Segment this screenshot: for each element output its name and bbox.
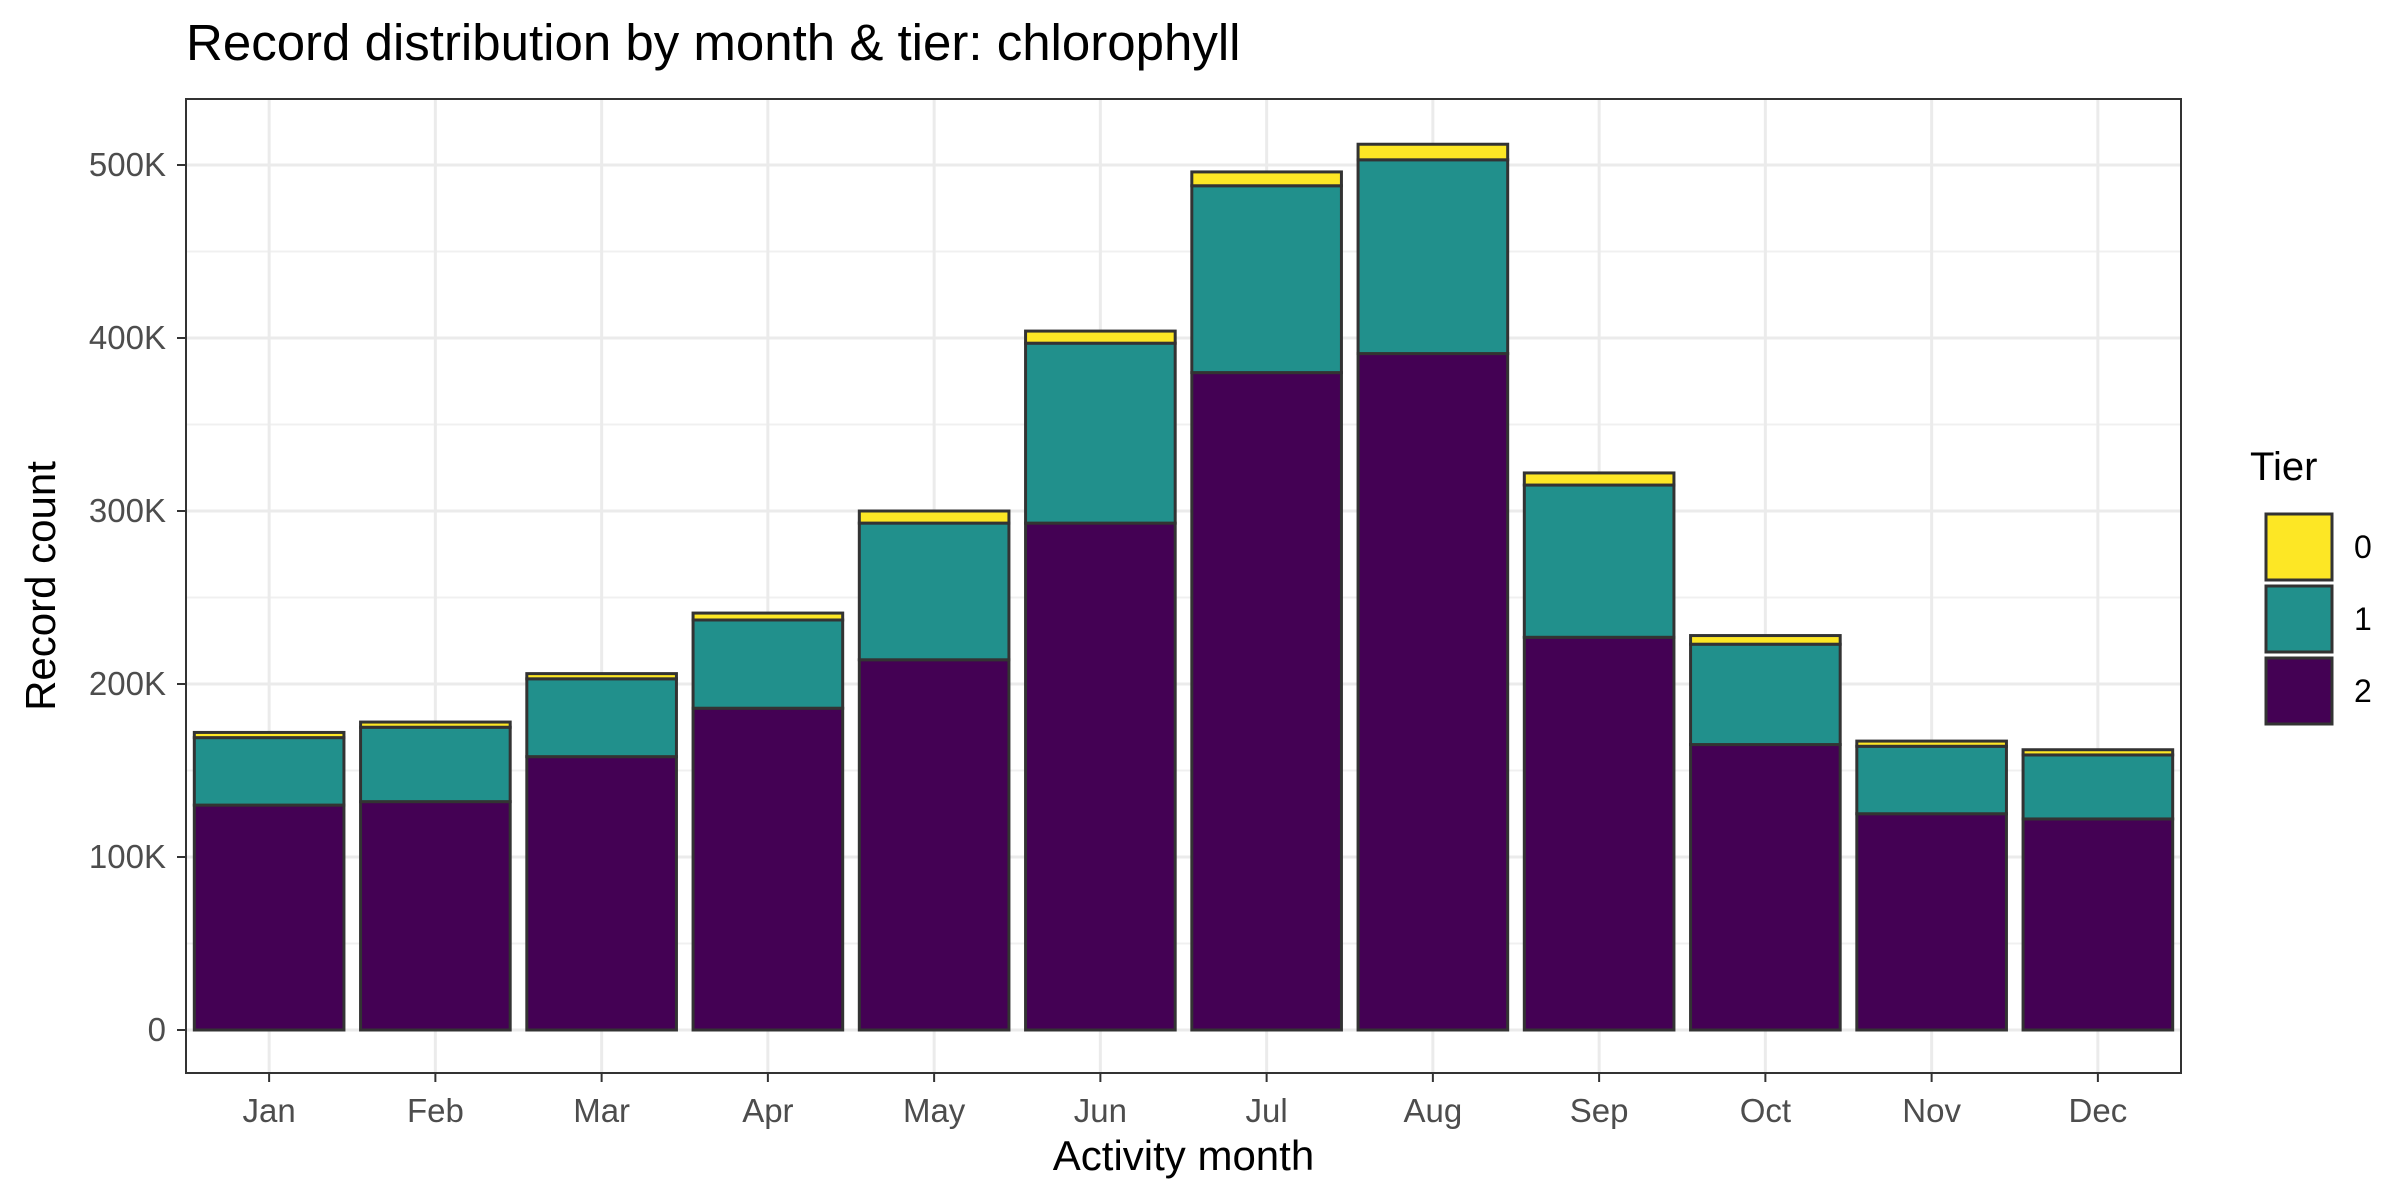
bar-apr-tier-2 bbox=[691, 706, 845, 1032]
bar-apr-tier-1 bbox=[691, 618, 845, 710]
x-axis-title: Activity month bbox=[1053, 1132, 1314, 1179]
x-tick-label: Jan bbox=[243, 1092, 296, 1129]
legend-label: 1 bbox=[2354, 601, 2372, 637]
bar-may-tier-1 bbox=[857, 521, 1011, 662]
y-axis: 0 100K 200K 300K 400K 500K bbox=[89, 146, 186, 1048]
minor-gridlines bbox=[186, 250, 2181, 945]
x-tick-label: Aug bbox=[1404, 1092, 1463, 1129]
bar-nov-tier-2 bbox=[1855, 812, 2008, 1032]
x-tick-label: Apr bbox=[742, 1092, 793, 1129]
chart-title: Record distribution by month & tier: chl… bbox=[186, 14, 1241, 71]
bar-oct-tier-2 bbox=[1689, 743, 1842, 1032]
y-axis-title: Record count bbox=[17, 461, 64, 711]
x-tick-label: Mar bbox=[573, 1092, 630, 1129]
bar-jul-tier-0 bbox=[1190, 170, 1343, 188]
bar-feb-tier-1 bbox=[359, 725, 512, 804]
bar-may-tier-0 bbox=[857, 509, 1011, 525]
y-tick-label: 100K bbox=[89, 838, 166, 875]
bar-sep-tier-1 bbox=[1522, 483, 1676, 639]
legend-key-tier-2 bbox=[2264, 656, 2334, 726]
y-tick-label: 0 bbox=[148, 1011, 166, 1048]
bar-oct-tier-1 bbox=[1689, 642, 1842, 747]
legend-key-tier-0 bbox=[2264, 512, 2334, 582]
x-tick-label: Dec bbox=[2069, 1092, 2128, 1129]
legend-label: 2 bbox=[2354, 673, 2372, 709]
bar-apr-tier-0 bbox=[691, 611, 845, 622]
bar-jan-tier-2 bbox=[192, 803, 346, 1032]
y-tick-label: 300K bbox=[89, 492, 166, 529]
bar-jun-tier-2 bbox=[1024, 521, 1177, 1032]
bar-dec-tier-1 bbox=[2021, 753, 2175, 821]
bar-aug-tier-1 bbox=[1356, 158, 1510, 356]
x-tick-label: Oct bbox=[1740, 1092, 1791, 1129]
bar-nov-tier-0 bbox=[1855, 739, 2008, 748]
plot-border bbox=[185, 98, 2182, 1074]
x-tick-label: Jun bbox=[1074, 1092, 1127, 1129]
bar-may-tier-2 bbox=[857, 658, 1011, 1032]
x-tick-label: Jul bbox=[1246, 1092, 1288, 1129]
bar-mar-tier-2 bbox=[525, 755, 678, 1032]
bar-aug-tier-2 bbox=[1356, 352, 1510, 1032]
bar-mar-tier-1 bbox=[525, 677, 678, 759]
x-tick-label: Nov bbox=[1902, 1092, 1961, 1129]
bar-aug-tier-0 bbox=[1356, 142, 1510, 162]
legend-label: 0 bbox=[2354, 529, 2372, 565]
bar-jul-tier-2 bbox=[1190, 371, 1343, 1032]
bar-sep-tier-2 bbox=[1522, 635, 1676, 1032]
bar-dec-tier-0 bbox=[2021, 748, 2175, 757]
bar-nov-tier-1 bbox=[1855, 744, 2008, 816]
y-tick-label: 400K bbox=[89, 319, 166, 356]
bar-sep-tier-0 bbox=[1522, 471, 1676, 487]
bars-layer bbox=[192, 142, 2175, 1032]
legend: Tier 0 1 2 bbox=[2250, 445, 2372, 726]
y-tick-label: 200K bbox=[89, 665, 166, 702]
y-tick-label: 500K bbox=[89, 146, 166, 183]
bar-jun-tier-1 bbox=[1024, 341, 1177, 525]
legend-key-tier-1 bbox=[2264, 584, 2334, 654]
bar-dec-tier-2 bbox=[2021, 817, 2175, 1032]
bar-feb-tier-0 bbox=[359, 720, 512, 729]
bar-jul-tier-1 bbox=[1190, 184, 1343, 375]
x-tick-label: Feb bbox=[407, 1092, 464, 1129]
bar-jan-tier-1 bbox=[192, 736, 346, 807]
plot-background bbox=[186, 99, 2181, 1073]
bar-feb-tier-2 bbox=[359, 800, 512, 1032]
bar-jun-tier-0 bbox=[1024, 329, 1177, 345]
x-axis: Jan Feb Mar Apr May Jun Jul Aug Sep Oct Nov Dec bbox=[243, 1073, 2128, 1129]
bar-jan-tier-0 bbox=[192, 730, 346, 740]
legend-title: Tier bbox=[2250, 445, 2317, 489]
x-tick-label: May bbox=[903, 1092, 966, 1129]
bar-mar-tier-0 bbox=[525, 672, 678, 681]
bar-oct-tier-0 bbox=[1689, 634, 1842, 646]
x-tick-label: Sep bbox=[1570, 1092, 1629, 1129]
